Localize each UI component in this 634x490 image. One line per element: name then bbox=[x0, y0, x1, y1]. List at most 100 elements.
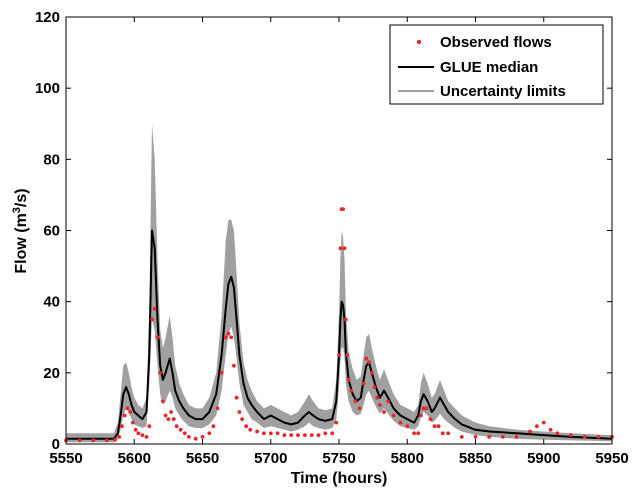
legend-median-label: GLUE median bbox=[440, 59, 538, 76]
observed-point bbox=[330, 431, 335, 436]
observed-point bbox=[375, 395, 380, 400]
observed-point bbox=[182, 431, 187, 436]
observed-point bbox=[234, 395, 239, 400]
observed-point bbox=[367, 360, 371, 365]
observed-point bbox=[147, 424, 152, 429]
observed-point bbox=[171, 417, 176, 421]
y-tick-label: 80 bbox=[43, 151, 60, 168]
observed-point bbox=[421, 406, 426, 411]
x-tick-label: 5650 bbox=[186, 450, 219, 467]
observed-point bbox=[405, 424, 410, 429]
observed-point bbox=[398, 420, 403, 425]
observed-point bbox=[289, 433, 294, 437]
observed-point bbox=[369, 370, 374, 375]
observed-point bbox=[416, 431, 421, 436]
observed-point bbox=[158, 370, 163, 375]
observed-point bbox=[187, 435, 191, 439]
y-axis-title-unit: /s) bbox=[13, 188, 30, 207]
observed-point bbox=[122, 413, 127, 418]
x-tick-label: 5600 bbox=[118, 450, 151, 467]
observed-point bbox=[255, 429, 259, 434]
observed-point bbox=[237, 410, 242, 414]
observed-point bbox=[342, 246, 347, 251]
observed-point bbox=[419, 413, 423, 418]
observed-point bbox=[428, 417, 433, 421]
observed-point bbox=[120, 424, 124, 429]
y-tick-label: 120 bbox=[35, 9, 60, 26]
observed-point bbox=[150, 317, 154, 322]
x-tick-label: 5950 bbox=[595, 450, 628, 467]
observed-point bbox=[226, 331, 231, 336]
observed-point bbox=[296, 433, 300, 437]
observed-point bbox=[432, 424, 437, 429]
observed-point bbox=[268, 431, 273, 436]
observed-point bbox=[113, 437, 117, 442]
observed-point bbox=[372, 385, 377, 389]
observed-point bbox=[582, 435, 587, 439]
observed-point bbox=[569, 433, 573, 437]
legend-observed-marker bbox=[416, 39, 422, 45]
glue-median-line bbox=[66, 229, 613, 440]
legend-uncertainty-label: Uncertainty limits bbox=[440, 83, 566, 100]
observed-point bbox=[514, 435, 519, 439]
observed-point bbox=[174, 424, 179, 429]
observed-point bbox=[128, 410, 133, 414]
x-tick-label: 5700 bbox=[254, 450, 287, 467]
observed-point bbox=[215, 406, 220, 411]
observed-point bbox=[500, 435, 505, 439]
observed-point bbox=[345, 353, 350, 357]
observed-point bbox=[232, 363, 236, 368]
observed-point bbox=[412, 431, 416, 436]
observed-point bbox=[338, 246, 343, 251]
observed-point bbox=[282, 433, 287, 437]
observed-point bbox=[334, 420, 339, 425]
observed-point bbox=[303, 433, 307, 437]
observed-point bbox=[140, 433, 145, 437]
observed-point bbox=[240, 417, 245, 421]
x-axis-title: Time (hours) bbox=[291, 470, 388, 487]
y-axis-title: Flow (m3/s) bbox=[11, 188, 30, 273]
observed-point bbox=[262, 431, 266, 436]
x-tick-label: 5550 bbox=[49, 450, 82, 467]
observed-point bbox=[211, 424, 216, 429]
observed-point bbox=[528, 429, 532, 434]
observed-point bbox=[364, 356, 369, 361]
observed-point bbox=[133, 427, 138, 432]
x-tick-label: 5900 bbox=[527, 450, 560, 467]
observed-point bbox=[424, 406, 429, 411]
median-line-layer bbox=[66, 229, 613, 440]
y-tick-label: 60 bbox=[43, 223, 60, 240]
observed-point bbox=[341, 207, 345, 212]
observed-point bbox=[346, 378, 351, 382]
observed-point bbox=[378, 403, 382, 407]
observed-point bbox=[131, 420, 135, 425]
observed-point bbox=[163, 413, 168, 418]
y-tick-label: 0 bbox=[52, 436, 60, 453]
observed-point bbox=[155, 335, 160, 340]
observed-point bbox=[309, 433, 314, 437]
observed-point bbox=[386, 399, 390, 404]
observed-point bbox=[353, 399, 358, 404]
y-axis-title-main: Flow (m bbox=[13, 213, 30, 273]
observed-point bbox=[248, 427, 253, 432]
observed-point bbox=[125, 406, 130, 411]
observed-point bbox=[166, 417, 171, 421]
observed-point bbox=[541, 420, 546, 425]
observed-point bbox=[161, 399, 165, 404]
observed-point bbox=[136, 431, 141, 436]
y-tick-label: 20 bbox=[43, 365, 60, 382]
y-axis-title-superscript: 3 bbox=[11, 207, 23, 213]
observed-point bbox=[77, 438, 82, 443]
observed-point bbox=[555, 431, 560, 436]
legend-observed-label: Observed flows bbox=[440, 34, 552, 51]
observed-point bbox=[446, 431, 451, 436]
y-tick-label: 40 bbox=[43, 294, 60, 311]
observed-point bbox=[275, 431, 280, 436]
observed-point bbox=[349, 388, 354, 393]
observed-point bbox=[117, 435, 122, 439]
observed-point bbox=[487, 435, 492, 439]
observed-point bbox=[223, 335, 228, 340]
observed-point bbox=[200, 435, 205, 439]
observed-point bbox=[440, 431, 445, 436]
